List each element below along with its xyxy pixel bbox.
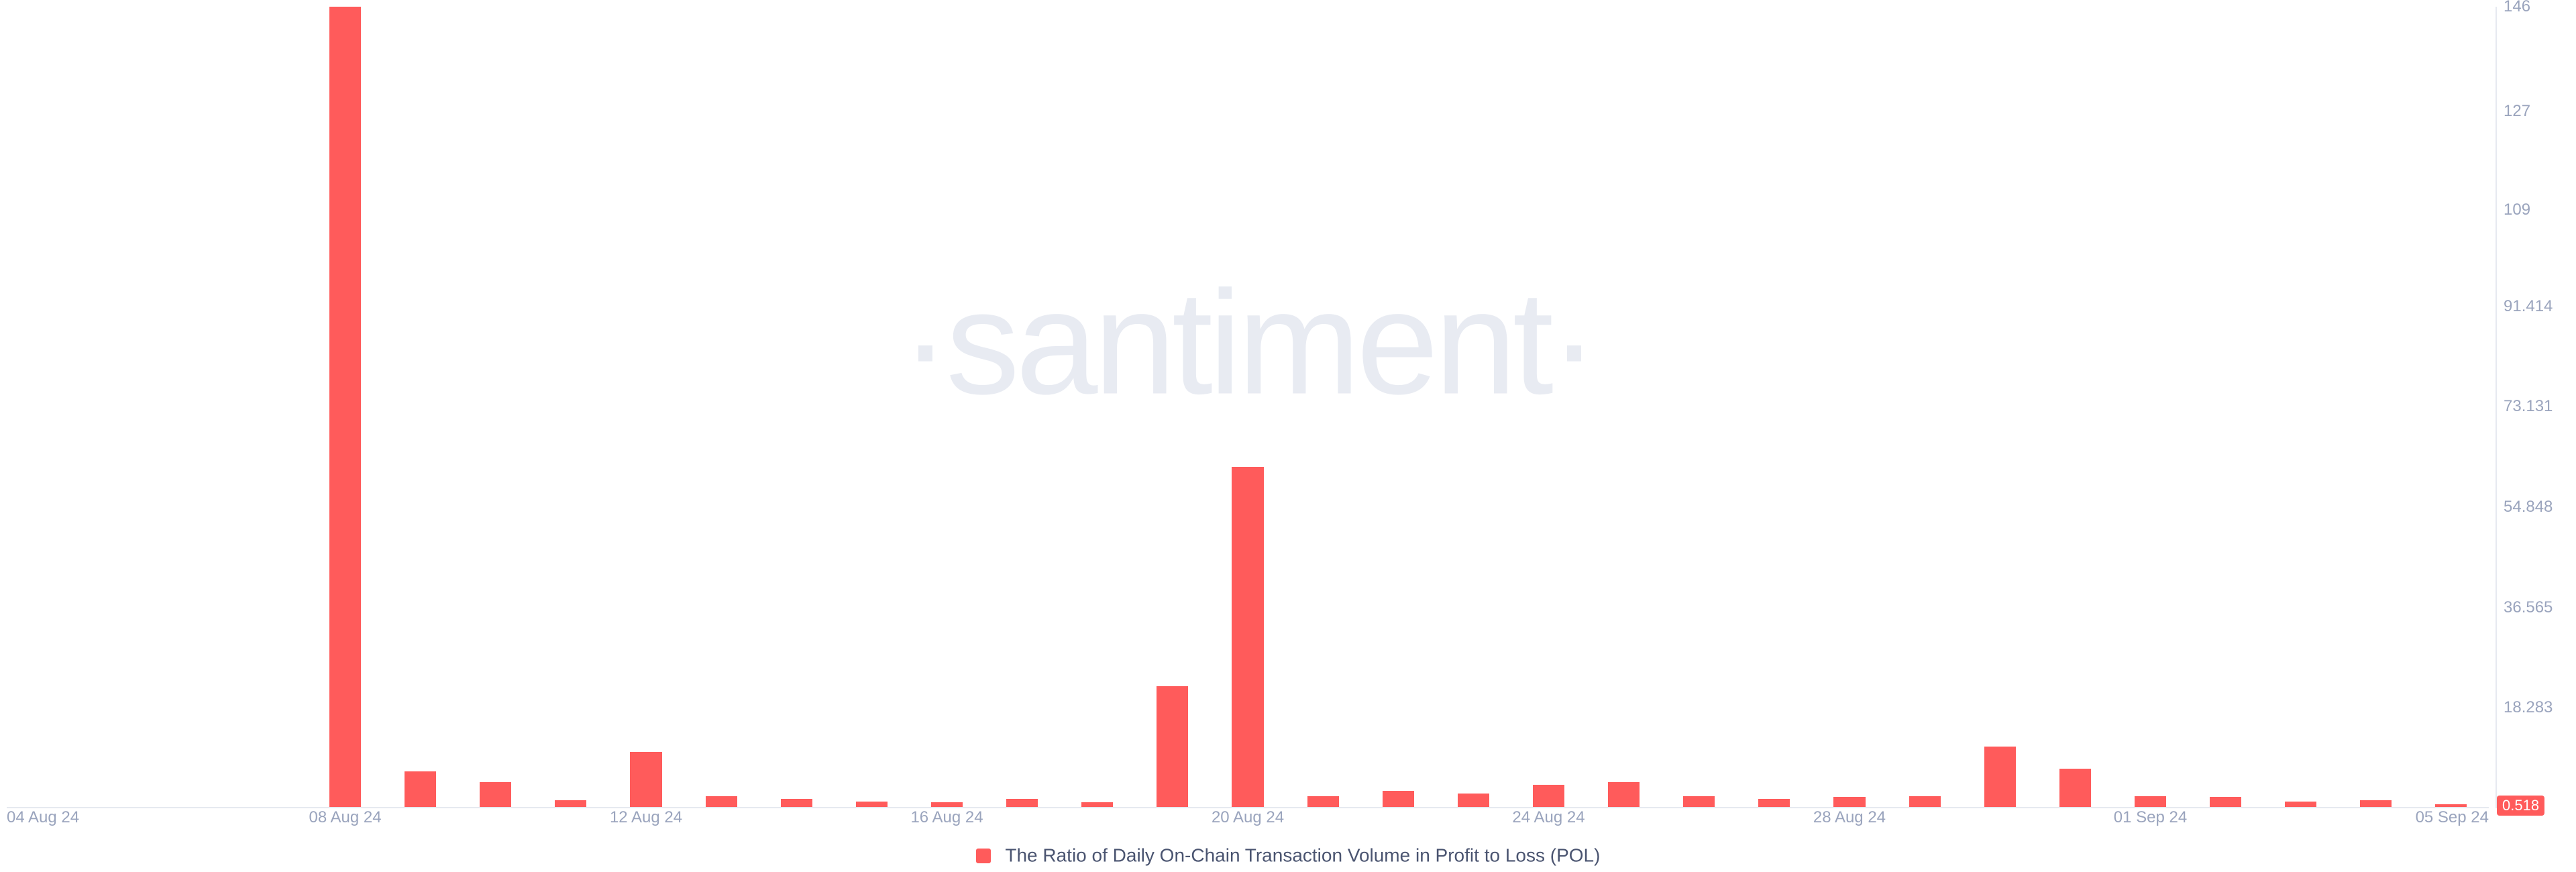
x-tick-label: 28 Aug 24 <box>1813 808 1886 827</box>
bar <box>480 782 511 807</box>
x-tick-label: 05 Sep 24 <box>2416 808 2489 827</box>
bar <box>1909 796 1941 807</box>
bar <box>2435 804 2467 807</box>
y-tick-label: 54.848 <box>2504 498 2553 516</box>
bar <box>1458 794 1489 807</box>
bar <box>1833 797 1865 807</box>
x-tick-label: 20 Aug 24 <box>1212 808 1284 827</box>
bar <box>2135 796 2166 807</box>
chart-container: ·santiment· 18.283 36.565 54.848 73.131 91.4… <box>0 0 2576 872</box>
legend-label: The Ratio of Daily On-Chain Transaction … <box>1005 845 1600 866</box>
bar <box>1608 782 1640 807</box>
bar <box>2059 769 2091 807</box>
bar <box>1157 686 1188 807</box>
y-tick-label: 73.131 <box>2504 397 2553 416</box>
bar-series <box>7 7 2489 807</box>
y-tick-label: 109 <box>2504 201 2530 219</box>
bar <box>1383 791 1414 808</box>
bar <box>2285 802 2316 807</box>
bar <box>1758 799 1790 807</box>
x-axis: 04 Aug 24 08 Aug 24 12 Aug 24 16 Aug 24 20 A… <box>7 808 2489 835</box>
bar <box>1307 796 1339 807</box>
legend-swatch <box>976 849 991 863</box>
bar <box>2360 800 2392 807</box>
bar <box>630 752 661 807</box>
bar <box>781 799 812 807</box>
bar <box>931 802 963 807</box>
y-tick-label: 91.414 <box>2504 297 2553 316</box>
plot-area: ·santiment· <box>7 7 2489 808</box>
x-tick-label: 24 Aug 24 <box>1512 808 1585 827</box>
bar <box>1683 796 1715 807</box>
y-axis: 18.28336.56554.84873.13191.4141091271460… <box>2496 7 2576 808</box>
bar <box>1232 467 1263 807</box>
y-tick-label: 36.565 <box>2504 598 2553 617</box>
x-tick-label: 16 Aug 24 <box>910 808 983 827</box>
x-tick-label: 04 Aug 24 <box>7 808 79 827</box>
bar <box>706 796 737 807</box>
bar <box>2210 797 2241 807</box>
bar <box>1006 799 1038 807</box>
x-tick-label: 12 Aug 24 <box>610 808 682 827</box>
bar <box>405 771 436 807</box>
bar <box>1081 802 1113 807</box>
bar <box>329 7 361 807</box>
bar <box>1533 785 1564 807</box>
x-tick-label: 01 Sep 24 <box>2114 808 2187 827</box>
y-tick-label: 146 <box>2504 0 2530 16</box>
y-current-marker: 0.518 <box>2497 796 2544 816</box>
y-tick-label: 127 <box>2504 102 2530 121</box>
bar <box>856 802 888 807</box>
x-tick-label: 08 Aug 24 <box>309 808 381 827</box>
bar <box>1984 747 2016 807</box>
bar <box>555 800 586 807</box>
y-tick-label: 18.283 <box>2504 698 2553 717</box>
legend: The Ratio of Daily On-Chain Transaction … <box>0 844 2576 867</box>
